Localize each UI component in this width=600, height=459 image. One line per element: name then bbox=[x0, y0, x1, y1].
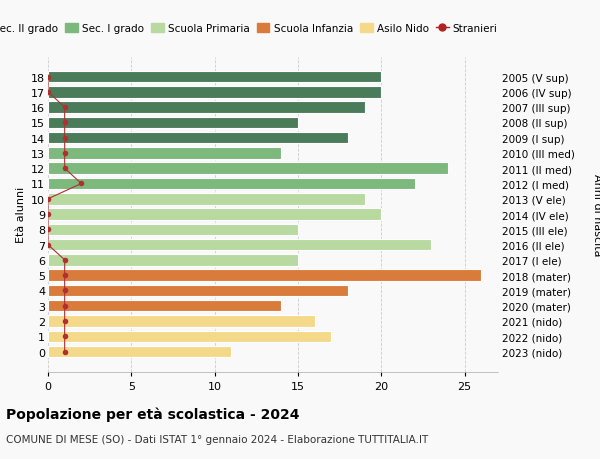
Bar bbox=[48, 118, 298, 129]
Text: COMUNE DI MESE (SO) - Dati ISTAT 1° gennaio 2024 - Elaborazione TUTTITALIA.IT: COMUNE DI MESE (SO) - Dati ISTAT 1° genn… bbox=[6, 434, 428, 444]
Bar bbox=[48, 179, 415, 190]
Bar bbox=[48, 163, 448, 174]
Bar bbox=[48, 270, 481, 281]
Bar bbox=[48, 300, 281, 312]
Bar bbox=[48, 255, 298, 266]
Legend: Sec. II grado, Sec. I grado, Scuola Primaria, Scuola Infanzia, Asilo Nido, Stran: Sec. II grado, Sec. I grado, Scuola Prim… bbox=[0, 20, 502, 39]
Bar bbox=[48, 239, 431, 251]
Y-axis label: Età alunni: Età alunni bbox=[16, 186, 26, 243]
Bar bbox=[48, 133, 348, 144]
Bar bbox=[48, 194, 365, 205]
Y-axis label: Anni di nascita: Anni di nascita bbox=[592, 174, 600, 256]
Bar bbox=[48, 148, 281, 159]
Bar bbox=[48, 102, 365, 113]
Text: Popolazione per età scolastica - 2024: Popolazione per età scolastica - 2024 bbox=[6, 406, 299, 421]
Bar bbox=[48, 72, 382, 83]
Bar bbox=[48, 87, 382, 98]
Bar bbox=[48, 346, 232, 358]
Bar bbox=[48, 224, 298, 235]
Bar bbox=[48, 285, 348, 297]
Bar bbox=[48, 316, 314, 327]
Bar bbox=[48, 331, 331, 342]
Bar bbox=[48, 209, 382, 220]
